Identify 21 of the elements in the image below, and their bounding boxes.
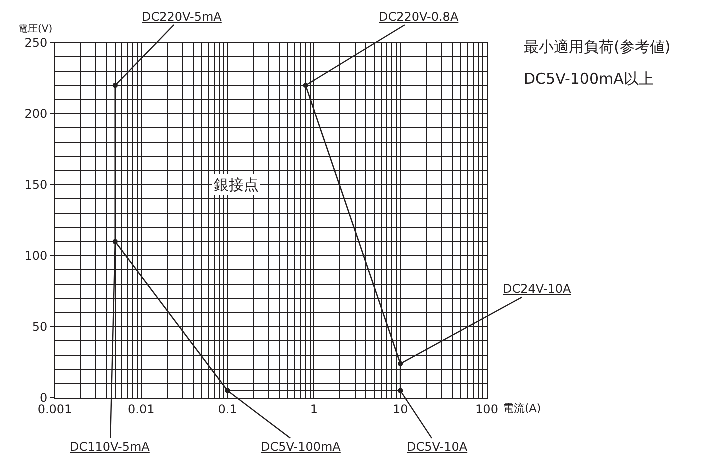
y-tick-label: 50: [32, 320, 48, 334]
annotation: DC110V-5mA: [70, 440, 151, 454]
x-tick-label: 1: [310, 402, 318, 416]
annotation: DC220V-0.8A: [379, 10, 460, 24]
x-tick-label: 0.1: [218, 402, 238, 416]
annotation: DC5V-10A: [407, 440, 468, 454]
x-tick-label: 10: [392, 402, 408, 416]
y-tick-label: 100: [24, 249, 48, 264]
y-tick-label: 250: [24, 36, 48, 50]
x-tick-label: 0.01: [128, 402, 155, 416]
annotation: DC5V-100mA: [261, 440, 342, 454]
x-axis-title: 電流(A): [503, 402, 542, 415]
annotation: DC24V-10A: [503, 282, 572, 296]
text: 最小適用負荷(参考値): [524, 38, 671, 56]
y-tick-label: 150: [24, 178, 48, 192]
text: DC5V-100mA以上: [524, 70, 654, 88]
annotation: 銀接点: [214, 176, 259, 194]
annotation: DC220V-5mA: [142, 10, 223, 24]
y-axis-title: 電圧(V): [18, 24, 53, 35]
y-tick-label: 200: [24, 107, 48, 122]
x-tick-label: 100: [476, 402, 498, 416]
